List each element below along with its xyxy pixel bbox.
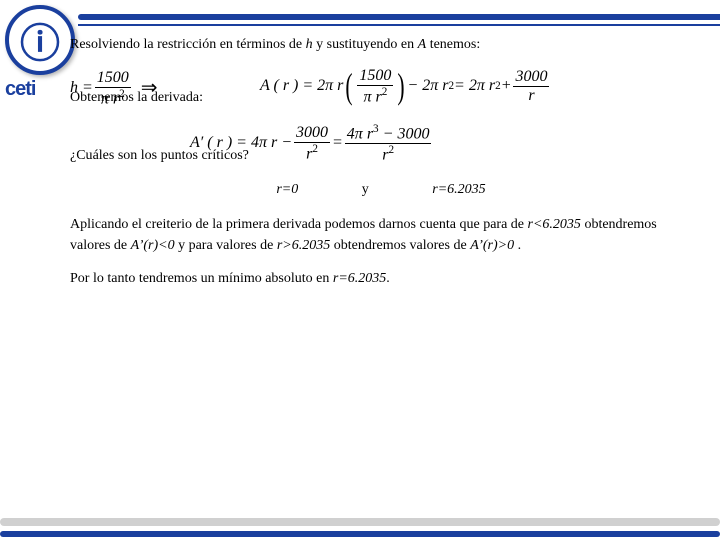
slide-content: Resolviendo la restricción en términos d…	[70, 34, 692, 297]
paren-r-icon: )	[398, 72, 405, 101]
paragraph-4: Por lo tanto tendremos un mínimo absolut…	[70, 268, 692, 289]
logo-glyph: ⓘ	[20, 11, 60, 69]
eq2-num2b: − 3000	[379, 125, 430, 142]
eq1-eq2: = 2π r	[454, 74, 495, 98]
eq2-oe: ticos?	[216, 148, 249, 163]
eq1-num2: 1500	[357, 67, 393, 85]
eq1-right: A ( r ) = 2π r ( 1500 π r2 ) − 2π r 2 = 2…	[260, 67, 551, 106]
eq1-den2s: 2	[382, 86, 388, 98]
eq2-eq: =	[332, 131, 343, 155]
eq2-oc: les son los puntos cr	[99, 148, 213, 163]
p4-d: r=6.2035	[333, 271, 386, 286]
eq2-oa: ¿Cu	[70, 148, 93, 163]
p1-f: h	[306, 37, 313, 52]
p3-e: y para valores de	[175, 238, 277, 253]
eq1-num1: 1500	[95, 69, 131, 87]
eq1-frac3: 3000 r	[513, 68, 549, 104]
paragraph-1: Resolviendo la restricción en términos d…	[70, 34, 692, 55]
eq2-num1: 3000	[294, 124, 330, 142]
p1-a: Resolviendo la restricci	[70, 37, 202, 52]
eq2-frac1: 3000 r2	[294, 124, 330, 163]
paren-l-icon: (	[346, 72, 353, 101]
eq1-den2a: π r	[363, 88, 381, 105]
eq1-A: A ( r ) = 2π r	[260, 74, 343, 98]
p4-a: Por lo tanto tendremos un m	[70, 271, 229, 286]
logo-text: ceti	[5, 78, 35, 101]
p3-d: A’(r)<0	[131, 238, 175, 253]
header-bar	[78, 14, 720, 20]
eq1-overlay: Obtenemos la derivada:	[70, 87, 203, 108]
eq1-den3: r	[526, 87, 536, 105]
eq2-frac2: 4π r3 − 3000 r2	[345, 123, 432, 164]
p3-h: A’(r)>0	[470, 238, 514, 253]
eq1-plus: +	[501, 74, 512, 98]
crit-y: y	[362, 182, 369, 197]
p1-h: A	[418, 37, 427, 52]
eq2-overlay: ¿Cuáles son los puntos críticos?	[70, 145, 249, 166]
equation-2-row: A′ ( r ) = 4π r − 3000 r2 = 4π r3 − 3000…	[70, 119, 692, 169]
p3-f: r>6.2035	[277, 238, 330, 253]
p3-b: r<6.2035	[528, 217, 581, 232]
p3-a: Aplicando el creiterio de la primera der…	[70, 217, 528, 232]
p3-i: .	[514, 238, 521, 253]
p1-i: tenemos:	[426, 37, 480, 52]
p4-e: .	[386, 271, 390, 286]
p1-c: n en t	[209, 37, 240, 52]
logo-circle: ⓘ	[5, 5, 75, 75]
paragraph-3: Aplicando el creiterio de la primera der…	[70, 214, 692, 256]
critical-points: r=0 y r=6.2035	[70, 179, 692, 200]
eq1-num3: 3000	[513, 68, 549, 86]
p3-g: obtendremos valores de	[330, 238, 470, 253]
crit-r1: r=6.2035	[432, 182, 485, 197]
equation-1-row: h = 1500 π r2 ⇒ A ( r ) = 2π r ( 1500 π …	[70, 63, 692, 109]
footer-bar-lower	[0, 531, 720, 537]
eq1-mid: − 2π r	[407, 74, 448, 98]
header-line	[78, 24, 720, 26]
eq2-den1s: 2	[312, 143, 318, 155]
p1-g: y sustituyendo en	[313, 37, 418, 52]
eq2-num2a: 4π r	[347, 125, 373, 142]
crit-r0: r=0	[276, 182, 298, 197]
eq1-frac2: 1500 π r2	[357, 67, 393, 106]
footer-bar-upper	[0, 518, 720, 526]
p4-c: nimo absoluto en	[233, 271, 333, 286]
p1-e: rminos de	[247, 37, 306, 52]
eq2-den2s: 2	[388, 144, 394, 156]
